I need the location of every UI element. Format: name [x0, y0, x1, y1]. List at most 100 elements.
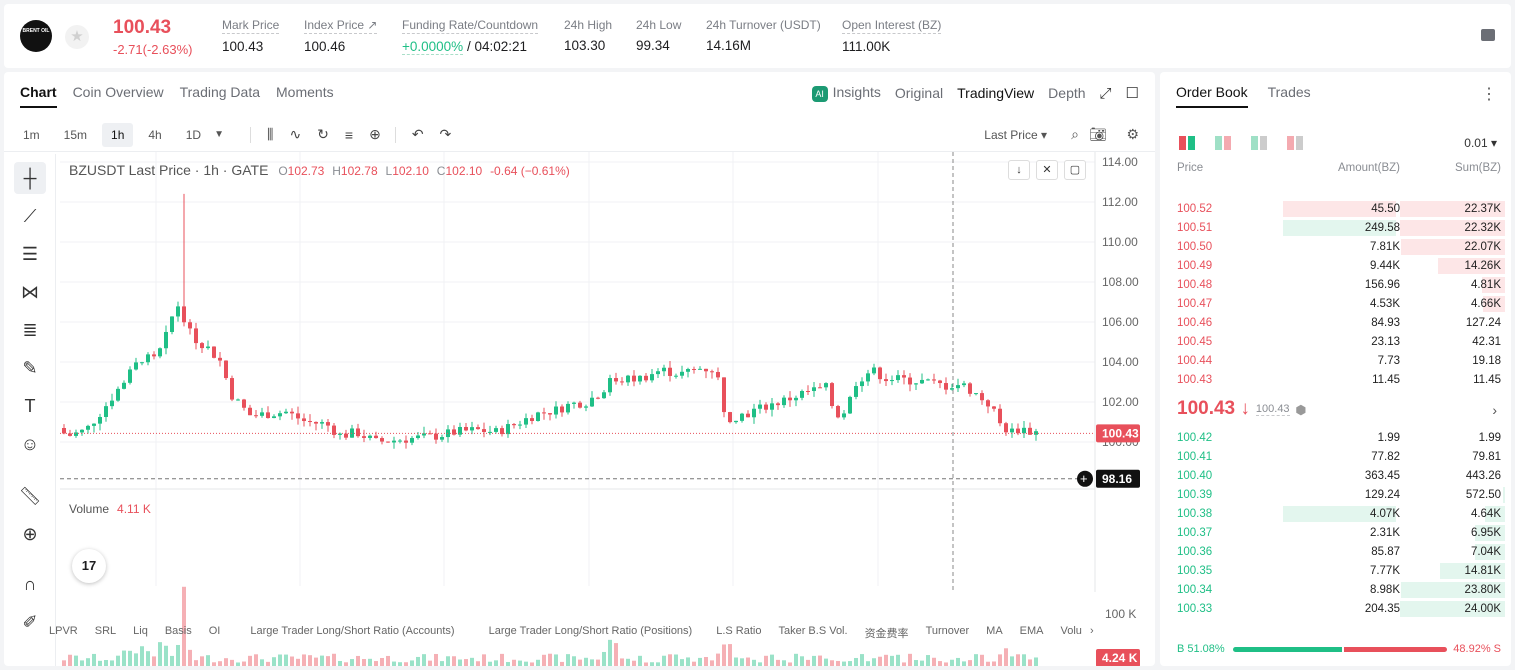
timeframe-dropdown-icon[interactable]: ▼ — [214, 129, 224, 140]
zoom-in-icon[interactable]: ⊕ — [22, 524, 38, 544]
crosshair-icon[interactable]: ┼ — [14, 162, 46, 194]
candlestick-chart[interactable]: 114.00 112.00 110.00 108.00 106.00 104.00 102.… — [60, 152, 1155, 666]
timeframe-1h[interactable]: 1h — [102, 122, 134, 147]
ask-row[interactable]: 100.44 7.73 19.18 — [1160, 352, 1511, 371]
tab-chart[interactable]: Chart — [20, 84, 57, 108]
indicator-srl[interactable]: SRL — [94, 625, 117, 637]
indicator-taker-vol[interactable]: Taker B.S Vol. — [778, 625, 848, 637]
indicators-icon[interactable]: ∿ — [289, 126, 302, 142]
candle-body — [602, 392, 606, 399]
view-mixed-icon[interactable] — [1215, 136, 1231, 150]
bid-row[interactable]: 100.35 7.77K 14.81K — [1160, 562, 1511, 581]
settings-gear-icon[interactable]: ⚙ — [1126, 126, 1139, 142]
bid-row[interactable]: 100.42 1.99 1.99 — [1160, 429, 1511, 448]
tab-insights[interactable]: AI Insights — [811, 84, 881, 102]
guide-book-icon[interactable] — [1481, 29, 1495, 41]
chevron-right-icon[interactable]: › — [1492, 402, 1497, 418]
bid-row[interactable]: 100.41 77.82 79.81 — [1160, 448, 1511, 467]
tab-original[interactable]: Original — [894, 85, 944, 101]
favorite-star-icon[interactable]: ★ — [65, 25, 89, 49]
add-alert-icon[interactable]: ⊕ — [369, 126, 381, 142]
sell-segment — [1344, 647, 1447, 652]
timeframe-1d[interactable]: 1D — [185, 127, 202, 142]
expand-icon[interactable]: ⤢ — [1099, 84, 1112, 102]
bid-row[interactable]: 100.36 85.87 7.04K — [1160, 543, 1511, 562]
emoji-icon[interactable]: ☺ — [20, 434, 40, 454]
ask-row[interactable]: 100.45 23.13 42.31 — [1160, 333, 1511, 352]
indicator-ls-ratio[interactable]: L.S Ratio — [716, 625, 762, 637]
ask-row[interactable]: 100.48 156.96 4.81K — [1160, 276, 1511, 295]
undo-icon[interactable]: ↶ — [411, 126, 424, 142]
text-icon[interactable]: T — [24, 396, 36, 416]
trend-line-icon[interactable]: ⟋ — [23, 206, 37, 226]
indicator-liq[interactable]: Liq — [133, 625, 148, 637]
timeframe-1m[interactable]: 1m — [23, 127, 40, 142]
tab-trades[interactable]: Trades — [1267, 84, 1311, 100]
tab-coin-overview[interactable]: Coin Overview — [72, 84, 164, 100]
tab-moments[interactable]: Moments — [276, 84, 334, 100]
tradingview-logo[interactable]: 17 — [72, 549, 106, 583]
ask-row[interactable]: 100.50 7.81K 22.07K — [1160, 238, 1511, 257]
timeframe-4h[interactable]: 4h — [148, 127, 162, 142]
ask-row[interactable]: 100.46 84.93 127.24 — [1160, 314, 1511, 333]
precision-select[interactable]: 0.01 ▾ — [1464, 136, 1497, 150]
indicator-lpvr[interactable]: LPVR — [49, 625, 78, 637]
search-icon[interactable]: ⌕ — [1071, 126, 1079, 142]
magnet-icon[interactable]: ∩ — [23, 574, 37, 594]
ask-row[interactable]: 100.51 249.58 22.32K — [1160, 219, 1511, 238]
bid-row[interactable]: 100.40 363.45 443.26 — [1160, 467, 1511, 486]
pattern-icon[interactable]: ⋈ — [21, 282, 39, 302]
indicator-oi[interactable]: OI — [208, 625, 221, 637]
fullscreen-square-icon[interactable]: ☐ — [1125, 85, 1139, 102]
indicator-ma[interactable]: MA — [986, 625, 1003, 637]
lock-drawing-icon[interactable]: ✐ — [22, 612, 38, 632]
view-asks-icon[interactable] — [1287, 136, 1303, 150]
open-interest-stat[interactable]: Open Interest (BZ) 111.00K — [842, 18, 942, 54]
indicator-funding-rate[interactable]: 资金费率 — [864, 628, 909, 640]
timeframe-15m[interactable]: 15m — [63, 127, 88, 142]
tab-tradingview[interactable]: TradingView — [957, 85, 1035, 101]
chevron-right-icon[interactable]: › — [1089, 625, 1094, 637]
replay-icon[interactable]: ↻ — [317, 126, 329, 142]
brush-icon[interactable]: ✎ — [22, 358, 38, 378]
indicator-volume[interactable]: Volu — [1060, 625, 1082, 637]
ask-row[interactable]: 100.47 4.53K 4.66K — [1160, 295, 1511, 314]
candle-body — [398, 440, 402, 442]
ask-row[interactable]: 100.52 45.50 22.37K — [1160, 200, 1511, 219]
scroll-down-icon[interactable]: ↓ — [1008, 160, 1030, 180]
funding-rate-stat[interactable]: Funding Rate/Countdown +0.0000% / 04:02:2… — [402, 18, 539, 55]
fib-icon[interactable]: ≣ — [22, 320, 38, 340]
volume-bar — [254, 654, 258, 666]
price-type-select[interactable]: Last Price ▾ — [984, 128, 1047, 142]
candle-type-icon[interactable]: ⫼ — [266, 126, 274, 142]
collapse-icon[interactable]: ✕ — [1036, 160, 1058, 180]
template-icon[interactable]: ≡ — [344, 126, 354, 143]
index-price-stat[interactable]: Index Price ↗ 100.46 — [304, 18, 378, 54]
bid-row[interactable]: 100.37 2.31K 6.95K — [1160, 524, 1511, 543]
bid-row[interactable]: 100.39 129.24 572.50 — [1160, 486, 1511, 505]
tab-order-book[interactable]: Order Book — [1176, 84, 1248, 108]
bid-row[interactable]: 100.34 8.98K 23.80K — [1160, 581, 1511, 600]
ruler-icon[interactable]: 📏︎ — [18, 486, 42, 506]
camera-icon[interactable]: 📷︎ — [1089, 126, 1107, 142]
bid-row[interactable]: 100.33 204.35 24.00K — [1160, 600, 1511, 619]
mark-price-stat[interactable]: Mark Price 100.43 — [222, 18, 280, 54]
bid-row[interactable]: 100.38 4.07K 4.64K — [1160, 505, 1511, 524]
maximize-icon[interactable]: ▢ — [1064, 160, 1086, 180]
redo-icon[interactable]: ↷ — [439, 126, 452, 142]
view-bids-icon[interactable] — [1251, 136, 1267, 150]
view-both-icon[interactable] — [1179, 136, 1195, 150]
indicator-basis[interactable]: Basis — [164, 625, 192, 637]
indicator-ema[interactable]: EMA — [1019, 625, 1044, 637]
volume-bar — [1022, 654, 1026, 666]
tab-depth[interactable]: Depth — [1048, 85, 1086, 101]
indicator-lt-accounts[interactable]: Large Trader Long/Short Ratio (Accounts) — [250, 625, 455, 637]
indicator-turnover[interactable]: Turnover — [925, 625, 970, 637]
indicator-lt-positions[interactable]: Large Trader Long/Short Ratio (Positions… — [488, 625, 693, 637]
candle-body — [992, 406, 996, 409]
tab-trading-data[interactable]: Trading Data — [179, 84, 261, 100]
ask-row[interactable]: 100.43 11.45 11.45 — [1160, 371, 1511, 390]
more-options-icon[interactable]: ⋮ — [1481, 86, 1497, 103]
horizontal-lines-icon[interactable]: ☰ — [21, 244, 39, 264]
ask-row[interactable]: 100.49 9.44K 14.26K — [1160, 257, 1511, 276]
